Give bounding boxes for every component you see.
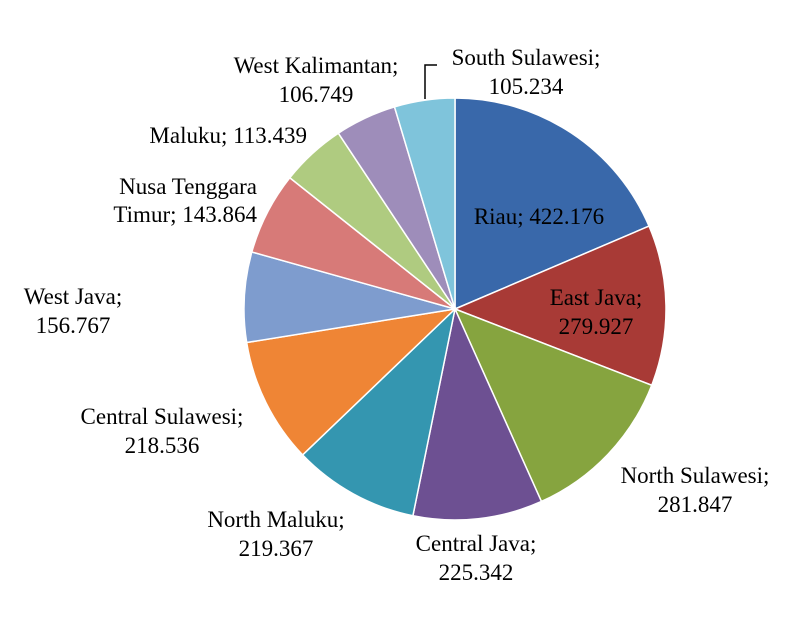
slice-label-maluku-line-1: Maluku; 113.439 <box>149 123 307 148</box>
slice-label-west-kalimantan-line-2: 106.749 <box>279 82 354 107</box>
pie-slice-central-java <box>412 306 543 521</box>
leader-line-south-sulawesi <box>424 64 437 99</box>
slice-label-west-java-line-2: 156.767 <box>36 313 111 338</box>
slice-label-central-sulawesi-line-1: Central Sulawesi; <box>81 404 244 429</box>
slice-label-west-java-line-1: West Java; <box>24 284 122 309</box>
pie-slices <box>243 97 667 521</box>
slice-label-riau-line-1: Riau; 422.176 <box>474 204 604 229</box>
slice-label-north-sulawesi-line-1: North Sulawesi; <box>621 463 770 488</box>
slice-label-south-sulawesi-line-1: South Sulawesi; <box>452 45 601 70</box>
slice-label-east-java-line-1: East Java; <box>550 285 643 310</box>
pie-slice-east-java <box>453 225 667 387</box>
slice-label-central-sulawesi-line-2: 218.536 <box>125 433 200 458</box>
pie-slice-north-maluku <box>301 306 457 517</box>
slice-label-north-maluku-line-2: 219.367 <box>239 536 314 561</box>
slice-label-central-java-line-2: 225.342 <box>439 560 514 585</box>
slice-label-east-java-line-2: 279.927 <box>559 314 634 339</box>
pie-slice-south-sulawesi <box>393 97 456 310</box>
pie-slice-north-sulawesi <box>453 307 653 503</box>
slice-label-south-sulawesi-line-2: 105.234 <box>489 74 564 99</box>
slice-label-nusa-tenggara-timur-line-2: Timur; 143.864 <box>113 202 257 227</box>
leader-lines <box>424 64 437 99</box>
slice-label-north-sulawesi-line-2: 281.847 <box>658 492 733 517</box>
slice-label-central-java-line-1: Central Java; <box>416 531 537 556</box>
slice-label-west-kalimantan-line-1: West Kalimantan; <box>234 53 399 78</box>
slice-label-north-maluku-line-1: North Maluku; <box>207 507 344 532</box>
pie-slice-central-sulawesi <box>245 307 458 456</box>
pie-slice-riau <box>454 97 651 311</box>
slice-label-nusa-tenggara-timur-line-1: Nusa Tenggara <box>119 174 257 199</box>
slice-labels: Riau; 422.176 East Java; 279.927 North Sula… <box>24 45 770 585</box>
